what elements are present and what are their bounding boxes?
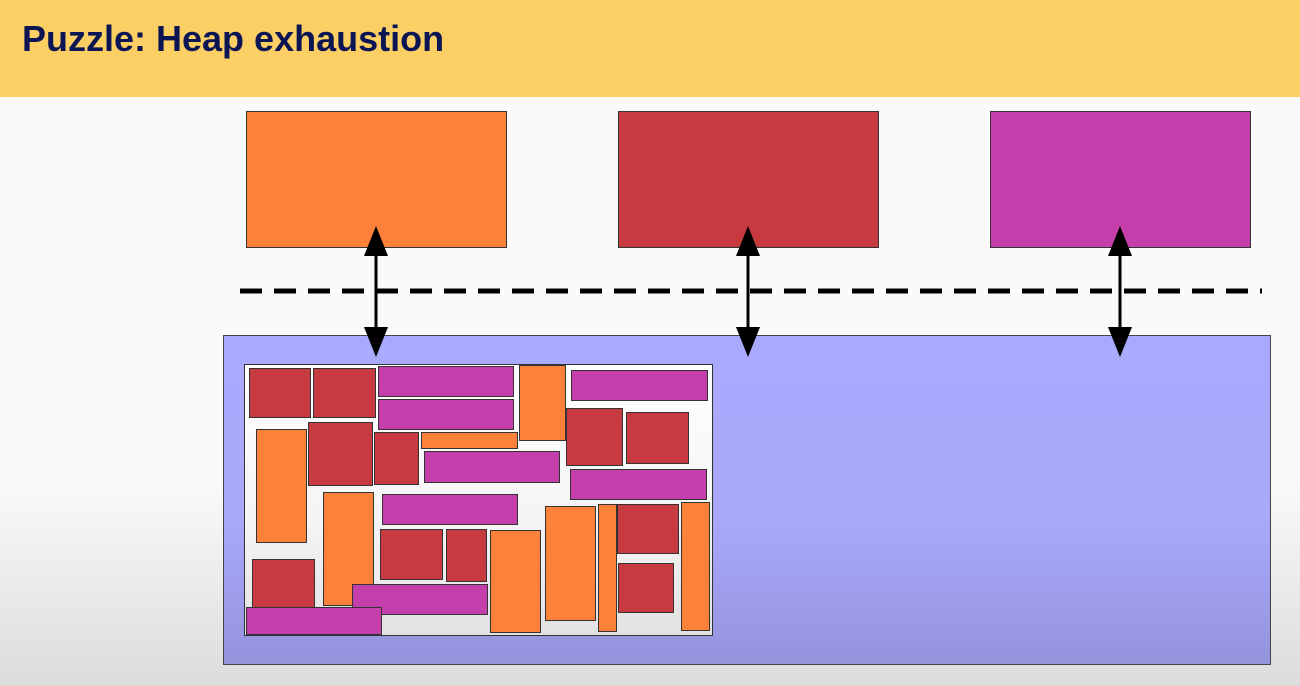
title-banner: Puzzle: Heap exhaustion xyxy=(0,0,1300,97)
heap-chunk-orange xyxy=(598,504,617,632)
heap-chunk-orange xyxy=(519,365,566,441)
heap-chunk-magenta xyxy=(378,399,514,430)
arrow-red xyxy=(736,226,760,357)
arrow-magenta xyxy=(1108,226,1132,357)
slide-title: Puzzle: Heap exhaustion xyxy=(22,18,445,59)
heap-chunk-red xyxy=(249,368,311,418)
arrow-orange xyxy=(364,226,388,357)
heap-chunk-orange xyxy=(681,502,710,631)
heap-chunk-orange xyxy=(421,432,518,449)
orange-block xyxy=(246,111,507,248)
heap-chunk-red xyxy=(617,504,679,554)
magenta-block xyxy=(990,111,1251,248)
heap-chunk-red xyxy=(313,368,376,418)
heap-chunk-orange xyxy=(545,506,596,621)
heap-chunk-red xyxy=(374,432,419,485)
heap-chunk-red xyxy=(446,529,487,582)
heap-chunk-red xyxy=(626,412,689,464)
heap-chunk-magenta xyxy=(382,494,518,525)
fragmented-region xyxy=(244,364,713,636)
heap-chunk-red xyxy=(380,529,443,580)
heap-chunk-orange xyxy=(256,429,307,543)
heap-chunk-red xyxy=(252,559,315,608)
heap-chunk-magenta xyxy=(424,451,560,483)
heap-chunk-orange xyxy=(490,530,541,633)
heap-chunk-red xyxy=(566,408,623,466)
heap-chunk-red xyxy=(618,563,674,613)
heap-chunk-magenta xyxy=(246,607,382,635)
heap-chunk-magenta xyxy=(571,370,708,401)
heap-chunk-magenta xyxy=(570,469,707,500)
heap-chunk-red xyxy=(308,422,373,486)
heap-chunk-magenta xyxy=(378,366,514,397)
red-block xyxy=(618,111,879,248)
